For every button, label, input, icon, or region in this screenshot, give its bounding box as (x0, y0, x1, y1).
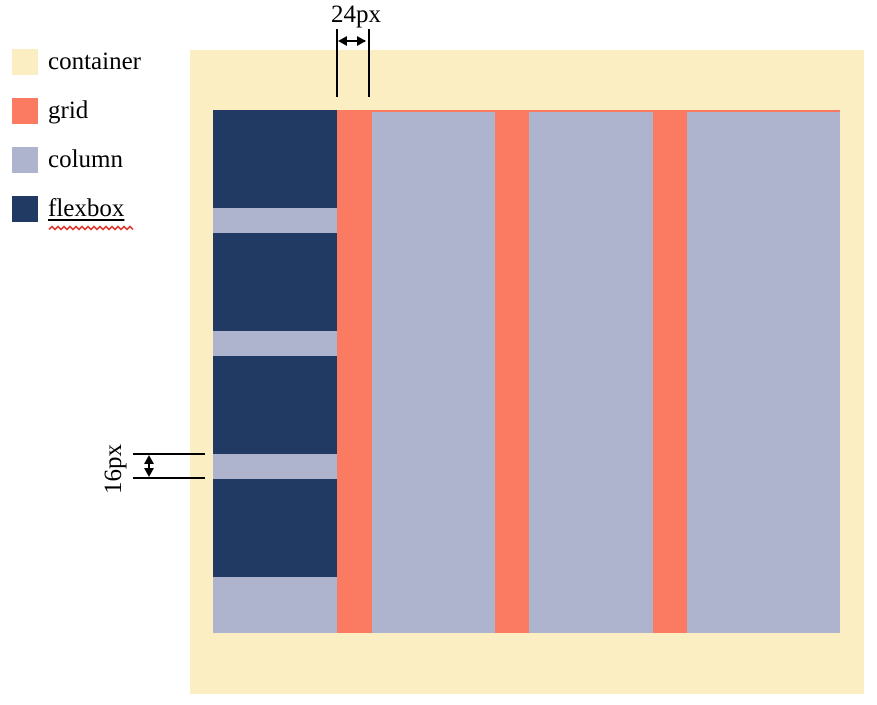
row-gap-bottom-tick (133, 477, 205, 479)
arrowhead-right-icon (357, 36, 366, 46)
flexbox-block-4 (213, 479, 337, 577)
legend-item-column: column (12, 147, 141, 173)
column-region-3 (529, 112, 653, 633)
gutter-width-label: 24px (331, 1, 381, 28)
legend-item-container: container (12, 49, 141, 75)
legend-item-grid: grid (12, 98, 141, 124)
column-region-2 (372, 112, 495, 633)
flexbox-block-2 (213, 233, 337, 331)
legend-item-flexbox: flexbox (12, 195, 141, 231)
arrowhead-up-icon (144, 455, 154, 464)
column-swatch (12, 147, 38, 173)
grid-region (213, 110, 840, 633)
row-gap-top-tick (133, 453, 205, 455)
legend: container grid column flexbox (12, 49, 141, 245)
gutter-left-tick (336, 29, 338, 97)
gutter-width-arrow (341, 40, 365, 42)
column-region-4 (687, 112, 840, 633)
flexbox-stack (213, 110, 337, 633)
container-region (190, 50, 864, 694)
row-gap-arrow (148, 458, 150, 474)
gutter-right-tick (368, 29, 370, 97)
container-swatch (12, 49, 38, 75)
legend-label-container: container (48, 48, 142, 75)
arrowhead-left-icon (338, 36, 347, 46)
legend-label-column: column (48, 146, 123, 173)
flexbox-block-3 (213, 356, 337, 454)
grid-swatch (12, 98, 38, 124)
spellcheck-squiggle-icon (48, 225, 134, 231)
legend-label-flexbox: flexbox (48, 195, 125, 222)
arrowhead-down-icon (144, 468, 154, 477)
flexbox-swatch (12, 196, 38, 222)
legend-label-grid: grid (48, 97, 89, 124)
flexbox-block-1 (213, 110, 337, 208)
row-gap-label: 16px (100, 444, 127, 494)
